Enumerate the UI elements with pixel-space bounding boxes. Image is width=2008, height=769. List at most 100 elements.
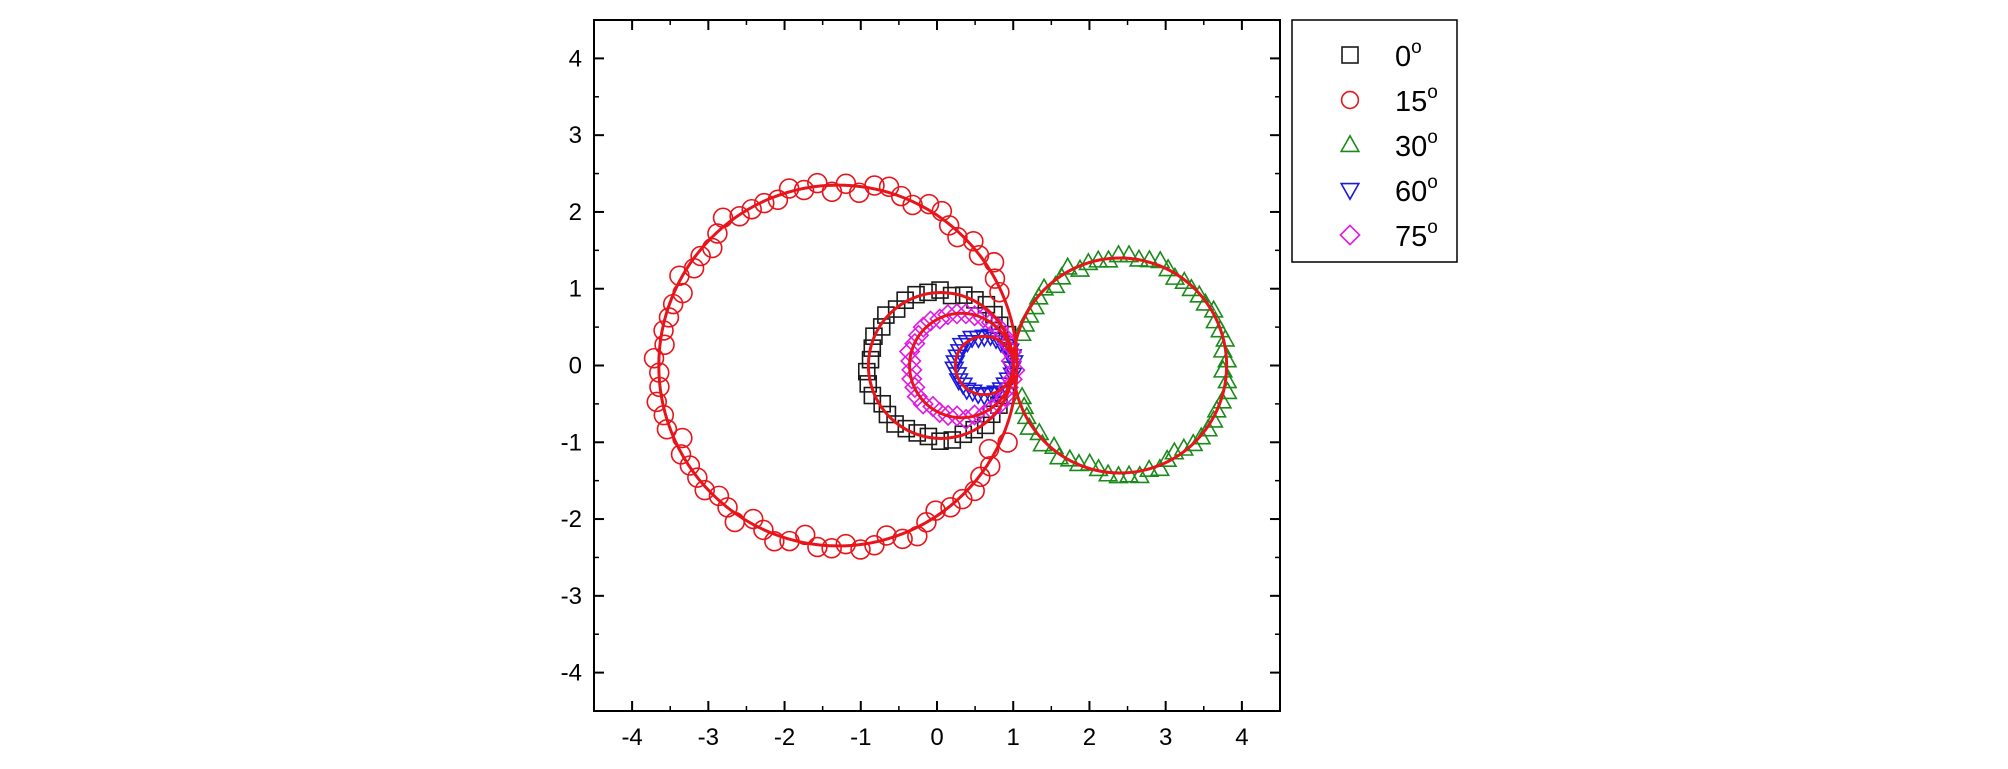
x-tick-label: -3 (698, 724, 719, 751)
data-point (887, 300, 906, 318)
y-tick-label: 4 (569, 45, 582, 72)
x-tick-label: -1 (850, 724, 871, 751)
legend-label-sup: o (1427, 127, 1438, 148)
legend-marker (1339, 224, 1361, 246)
data-point (687, 467, 708, 488)
data-point (974, 329, 995, 348)
x-tick-label: 2 (1083, 724, 1096, 751)
data-point (943, 431, 962, 449)
data-point (940, 497, 961, 518)
legend-box (1291, 19, 1458, 263)
tick-layer: -4 -3 -2 -1 0 1 2 3 4 -4 -3 -2 -1 0 1 2 3 4 (561, 19, 1281, 751)
data-point (955, 303, 977, 325)
y-tick-label: -1 (561, 429, 582, 456)
data-point (643, 347, 665, 369)
y-tick-label: -2 (561, 506, 582, 533)
legend-marker (1340, 90, 1360, 110)
y-tick-label: 0 (569, 353, 582, 380)
data-point (931, 432, 949, 450)
data-point (1197, 418, 1219, 437)
data-point (931, 281, 949, 299)
fit-layer (657, 183, 1229, 548)
data-point (978, 438, 1000, 460)
data-point (951, 337, 972, 356)
data-point (1000, 341, 1023, 363)
data-point (968, 244, 990, 266)
data-point (989, 281, 1010, 303)
data-point (1212, 339, 1233, 358)
data-point (904, 332, 926, 355)
data-point (886, 415, 904, 433)
data-point (873, 394, 891, 413)
data-point (707, 223, 728, 244)
x-tick-label: -2 (774, 724, 795, 751)
data-point (979, 455, 1001, 477)
data-point (690, 245, 711, 267)
legend-label-sup: o (1427, 172, 1438, 193)
data-point (897, 419, 916, 438)
data-point (1209, 319, 1231, 338)
data-point (669, 265, 690, 287)
x-tick-label: 0 (930, 724, 943, 751)
data-point (904, 376, 926, 399)
data-point (1203, 409, 1224, 428)
data-point (976, 416, 995, 435)
x-tick-label: -4 (621, 724, 642, 751)
data-point (901, 368, 923, 390)
x-tick-label: 4 (1235, 724, 1248, 751)
data-point (997, 432, 1018, 453)
legend-marker (1339, 182, 1361, 201)
data-point (646, 391, 668, 413)
data-point (906, 385, 928, 408)
y-tick-label: -3 (561, 583, 582, 610)
y-tick-label: -4 (561, 660, 582, 687)
legend-label-sup: o (1411, 37, 1422, 58)
data-point (857, 362, 876, 381)
data-point (878, 176, 900, 197)
data-point (947, 226, 968, 248)
data-point (948, 373, 969, 392)
y-tick-label: 1 (569, 276, 582, 303)
data-point (821, 537, 842, 559)
data-point (1118, 244, 1140, 263)
data-point (1088, 458, 1109, 477)
plot-area: -4 -3 -2 -1 0 1 2 3 4 -4 -3 -2 -1 0 1 2 3 4 (561, 19, 1281, 751)
data-point (963, 231, 984, 252)
x-tick-label: 3 (1159, 724, 1172, 751)
data-point (679, 455, 701, 476)
data-point (729, 206, 750, 227)
data-point (892, 528, 913, 550)
fit-curve (908, 311, 1015, 420)
data-point (1217, 370, 1238, 389)
legend-label-sup: o (1427, 82, 1438, 103)
legend-marker (1339, 134, 1361, 153)
fit-curve (657, 183, 1019, 548)
data-point (754, 192, 775, 214)
data-point (946, 303, 968, 325)
x-tick-label: 1 (1007, 724, 1020, 751)
data-point (907, 324, 930, 346)
data-point (1183, 433, 1204, 452)
data-point (1129, 465, 1150, 484)
data-point (974, 388, 995, 407)
data-point (947, 349, 968, 368)
data-point (947, 367, 968, 386)
data-point (654, 334, 675, 356)
data-point (741, 198, 762, 220)
legend-label-sup: o (1427, 217, 1438, 238)
data-point (1108, 244, 1129, 263)
data-point (877, 306, 895, 324)
data-point (1051, 266, 1072, 285)
series-30-deg (1011, 244, 1238, 484)
data-point (764, 530, 785, 552)
data-point (807, 172, 828, 194)
data-point (984, 268, 1006, 289)
data-point (963, 404, 986, 426)
legend-item-0: 0o (1341, 37, 1422, 73)
data-point (1139, 249, 1160, 268)
data-point (1108, 465, 1129, 484)
data-point (753, 519, 774, 541)
